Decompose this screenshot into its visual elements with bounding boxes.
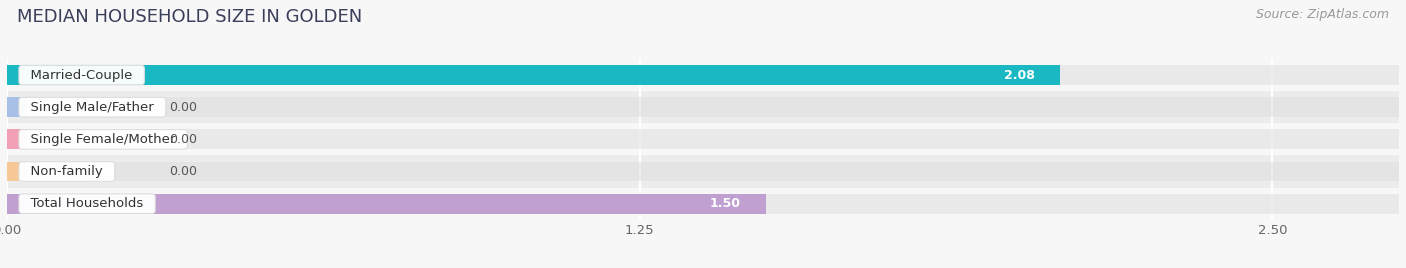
- Text: Single Male/Father: Single Male/Father: [22, 101, 163, 114]
- Text: Total Households: Total Households: [22, 197, 152, 210]
- Bar: [7, 194, 1399, 214]
- Bar: [7, 65, 1399, 85]
- Bar: [7, 97, 1399, 117]
- Text: 0.00: 0.00: [169, 165, 197, 178]
- Text: 2.08: 2.08: [1004, 69, 1035, 81]
- Text: Married-Couple: Married-Couple: [22, 69, 141, 81]
- Bar: [7, 155, 1399, 188]
- Bar: [7, 65, 1060, 85]
- Text: MEDIAN HOUSEHOLD SIZE IN GOLDEN: MEDIAN HOUSEHOLD SIZE IN GOLDEN: [17, 8, 363, 26]
- Bar: [7, 97, 27, 117]
- Text: 0.00: 0.00: [169, 133, 197, 146]
- Bar: [7, 129, 27, 149]
- Text: Source: ZipAtlas.com: Source: ZipAtlas.com: [1256, 8, 1389, 21]
- Text: 1.50: 1.50: [710, 197, 741, 210]
- Bar: [7, 91, 1399, 123]
- Text: Non-family: Non-family: [22, 165, 111, 178]
- Bar: [7, 123, 1399, 155]
- Bar: [7, 162, 27, 181]
- Bar: [7, 129, 1399, 149]
- Bar: [7, 162, 1399, 181]
- Bar: [7, 65, 27, 85]
- Text: 0.00: 0.00: [169, 101, 197, 114]
- Bar: [7, 194, 27, 214]
- Bar: [7, 59, 1399, 91]
- Bar: [7, 188, 1399, 220]
- Bar: [7, 194, 766, 214]
- Text: Single Female/Mother: Single Female/Mother: [22, 133, 184, 146]
